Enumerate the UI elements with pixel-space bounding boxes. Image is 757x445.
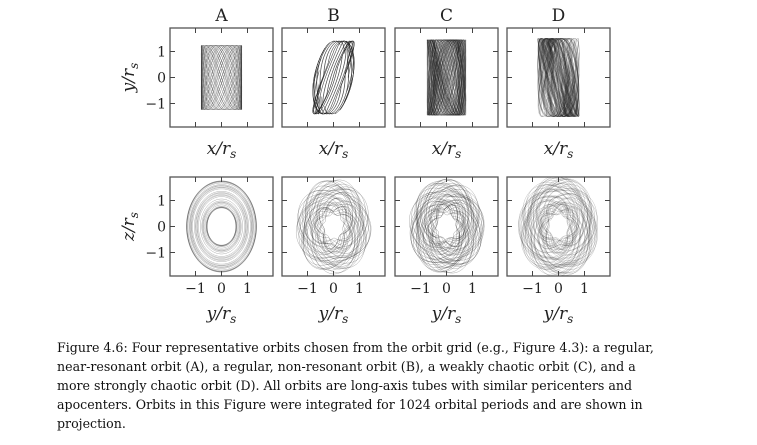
orbit-trace (312, 40, 355, 115)
x-tick-label: 1 (468, 281, 477, 297)
panel-A-xy: Ax/rs 1 0 −1y/rs (119, 6, 274, 161)
panel-B-xy: Bx/rs (281, 6, 386, 161)
caption-line: apocenters. Orbits in this Figure were i… (57, 397, 643, 412)
x-axis-label: x/rs (207, 139, 237, 161)
caption-line: projection. (57, 416, 126, 431)
x-tick-label: 0 (442, 281, 451, 297)
x-tick-label: 0 (217, 281, 226, 297)
panel-frame (169, 176, 274, 277)
orbit-trace (537, 38, 580, 117)
caption-line: more strongly chaotic orbit (D). All orb… (57, 378, 633, 393)
panel-title: D (552, 6, 566, 26)
figure-caption: Figure 4.6: Four representative orbits c… (57, 338, 747, 433)
y-tick-label: −1 (145, 97, 166, 113)
x-axis-label: x/rs (319, 139, 349, 161)
y-tick-label: 1 (157, 194, 166, 210)
panel-C-xy: Cx/rs (394, 6, 499, 161)
x-axis-label: y/rs (431, 304, 462, 326)
x-axis-label: y/rs (543, 304, 574, 326)
x-axis-label: y/rs (206, 304, 237, 326)
orbit-trace (518, 177, 599, 276)
panel-title: C (440, 6, 453, 26)
x-tick-label: −1 (185, 281, 206, 297)
x-axis-label: y/rs (318, 304, 349, 326)
x-tick-label: −1 (410, 281, 431, 297)
x-tick-label: 1 (580, 281, 589, 297)
orbit-trace (295, 179, 372, 275)
y-axis-label: z/rs (119, 212, 141, 242)
x-tick-label: −1 (522, 281, 543, 297)
y-tick-label: 1 (157, 45, 166, 61)
panel-D-xy: Dx/rs (506, 6, 611, 161)
orbit-trace (201, 44, 242, 111)
panel-D-yz: −1 0 1 y/rs (506, 176, 611, 326)
panel-B-yz: −1 0 1 y/rs (281, 176, 386, 326)
caption-line: Figure 4.6: Four representative orbits c… (57, 340, 654, 355)
x-tick-label: 1 (243, 281, 252, 297)
panel-C-yz: −1 0 1 y/rs (394, 176, 499, 326)
orbit-trace (186, 180, 257, 273)
panel-title: A (214, 6, 228, 26)
y-tick-label: 0 (157, 71, 166, 87)
x-axis-label: x/rs (432, 139, 462, 161)
caption-line: near-resonant orbit (A), a regular, non-… (57, 359, 636, 374)
x-tick-label: 0 (329, 281, 338, 297)
orbit-trace (426, 39, 467, 116)
y-axis-label: y/rs (119, 63, 141, 94)
panel-title: B (327, 6, 340, 26)
y-tick-label: 0 (157, 220, 166, 236)
x-tick-label: 1 (355, 281, 364, 297)
x-tick-label: 0 (554, 281, 563, 297)
y-tick-label: −1 (145, 246, 166, 262)
x-axis-label: x/rs (544, 139, 574, 161)
orbit-trace (409, 178, 485, 274)
x-tick-label: −1 (297, 281, 318, 297)
